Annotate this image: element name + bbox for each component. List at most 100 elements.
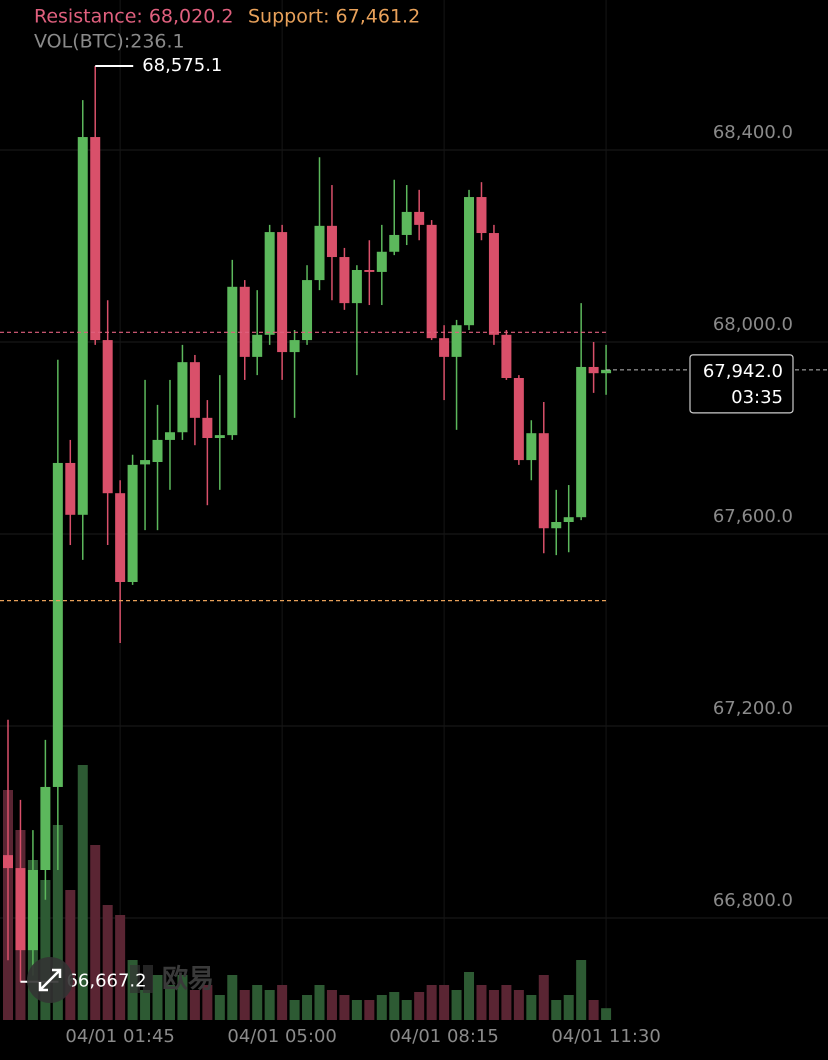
volume-bar	[351, 1000, 362, 1020]
volume-bar	[289, 1000, 300, 1020]
volume-bar	[52, 825, 63, 1020]
volume-bar	[364, 1000, 375, 1020]
candle-body	[127, 464, 138, 582]
volume-bar	[576, 960, 587, 1020]
candle-body	[202, 417, 213, 438]
high-marker-label: 68,575.1	[142, 55, 222, 76]
candle-body	[289, 340, 300, 353]
candle-body	[501, 334, 512, 378]
current-price-label: 67,942.0	[703, 361, 783, 382]
overlay: 68,575.1 66,667.2 67,942.0 03:35	[0, 55, 828, 992]
volume-bar	[102, 905, 113, 1020]
candle-body	[227, 286, 238, 436]
watermark: 欧易	[130, 964, 214, 995]
candle-body	[364, 270, 375, 272]
volume-bar	[40, 880, 51, 1020]
expand-icon[interactable]	[38, 968, 62, 992]
y-tick-label: 68,000.0	[713, 314, 793, 335]
countdown-label: 03:35	[731, 387, 783, 408]
candle-body	[426, 224, 437, 339]
volume-bar	[214, 995, 225, 1020]
volume-bar	[65, 890, 76, 1020]
volume-bar	[140, 990, 151, 1020]
candle-body	[164, 432, 175, 440]
candle-body	[439, 338, 450, 357]
candle-body	[177, 362, 188, 433]
candle-body	[214, 435, 225, 438]
candle-body	[376, 251, 387, 272]
volume-bar	[538, 975, 549, 1020]
volume-bar	[202, 985, 213, 1020]
candle-body	[189, 362, 200, 418]
watermark-text: 欧易	[162, 964, 214, 995]
candle-body	[239, 286, 250, 357]
candles	[3, 65, 612, 982]
volume-bar	[414, 992, 425, 1020]
x-tick-label: 04/01 08:15	[389, 1026, 498, 1047]
candle-body	[451, 325, 462, 357]
volume-bar	[376, 995, 387, 1020]
expand-button[interactable]	[27, 957, 73, 1003]
volume-bar	[476, 985, 487, 1020]
candle-body	[90, 137, 101, 341]
candle-body	[563, 517, 574, 522]
candle-body	[351, 270, 362, 304]
volume-bar	[115, 915, 126, 1020]
candle-body	[576, 366, 587, 518]
current-price-box	[689, 354, 794, 414]
volume-bar	[326, 990, 337, 1020]
volume-bar	[77, 765, 88, 1020]
candle-body	[513, 378, 524, 461]
support-label: Support: 67,461.2	[248, 6, 420, 28]
volume-bar	[488, 990, 499, 1020]
volume-bar	[513, 990, 524, 1020]
volume-bar	[339, 995, 350, 1020]
candle-body	[414, 211, 425, 225]
candle-body	[140, 460, 151, 465]
candle-body	[40, 786, 51, 870]
candle-body	[476, 197, 487, 234]
watermark-logo	[130, 965, 140, 993]
low-marker-label: 66,667.2	[66, 971, 146, 992]
volume-bar	[464, 972, 475, 1020]
volume-bar	[164, 985, 175, 1020]
volume-label: VOL(BTC):236.1	[34, 31, 185, 53]
candle-body	[401, 211, 412, 235]
y-tick-label: 66,800.0	[713, 890, 793, 911]
candle-body	[538, 433, 549, 529]
volume-bar	[239, 990, 250, 1020]
volume-bar	[152, 975, 163, 1020]
volume-bar	[277, 985, 288, 1020]
candle-body	[588, 366, 599, 374]
candle-body	[65, 462, 76, 515]
y-tick-label: 67,200.0	[713, 698, 793, 719]
candle-body	[389, 234, 400, 252]
volume-bar	[588, 1000, 599, 1020]
volume-bar	[189, 990, 200, 1020]
volume-bar	[389, 992, 400, 1020]
candle-body	[52, 462, 63, 787]
volume-bar	[401, 1000, 412, 1020]
volume-bar	[90, 845, 101, 1020]
candle-body	[152, 439, 163, 462]
volume-bar	[227, 975, 238, 1020]
candle-body	[326, 225, 337, 258]
volume-bar	[501, 985, 512, 1020]
candle-body	[252, 334, 263, 357]
candle-body	[27, 870, 38, 951]
resistance-label: Resistance: 68,020.2	[34, 6, 233, 28]
candle-body	[551, 522, 562, 529]
x-tick-label: 04/01 05:00	[227, 1026, 336, 1047]
volume-bar	[177, 975, 188, 1020]
volume-bar	[314, 985, 325, 1020]
y-tick-label: 67,600.0	[713, 506, 793, 527]
watermark-logo	[143, 965, 153, 993]
candle-body	[339, 257, 350, 304]
y-tick-label: 68,400.0	[713, 122, 793, 143]
x-tick-label: 04/01 11:30	[551, 1026, 660, 1047]
x-tick-label: 04/01 01:45	[65, 1026, 174, 1047]
volume-bar	[601, 1008, 612, 1020]
